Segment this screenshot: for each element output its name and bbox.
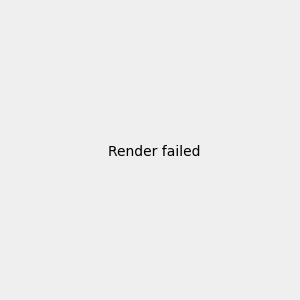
Text: Render failed: Render failed: [107, 145, 200, 158]
